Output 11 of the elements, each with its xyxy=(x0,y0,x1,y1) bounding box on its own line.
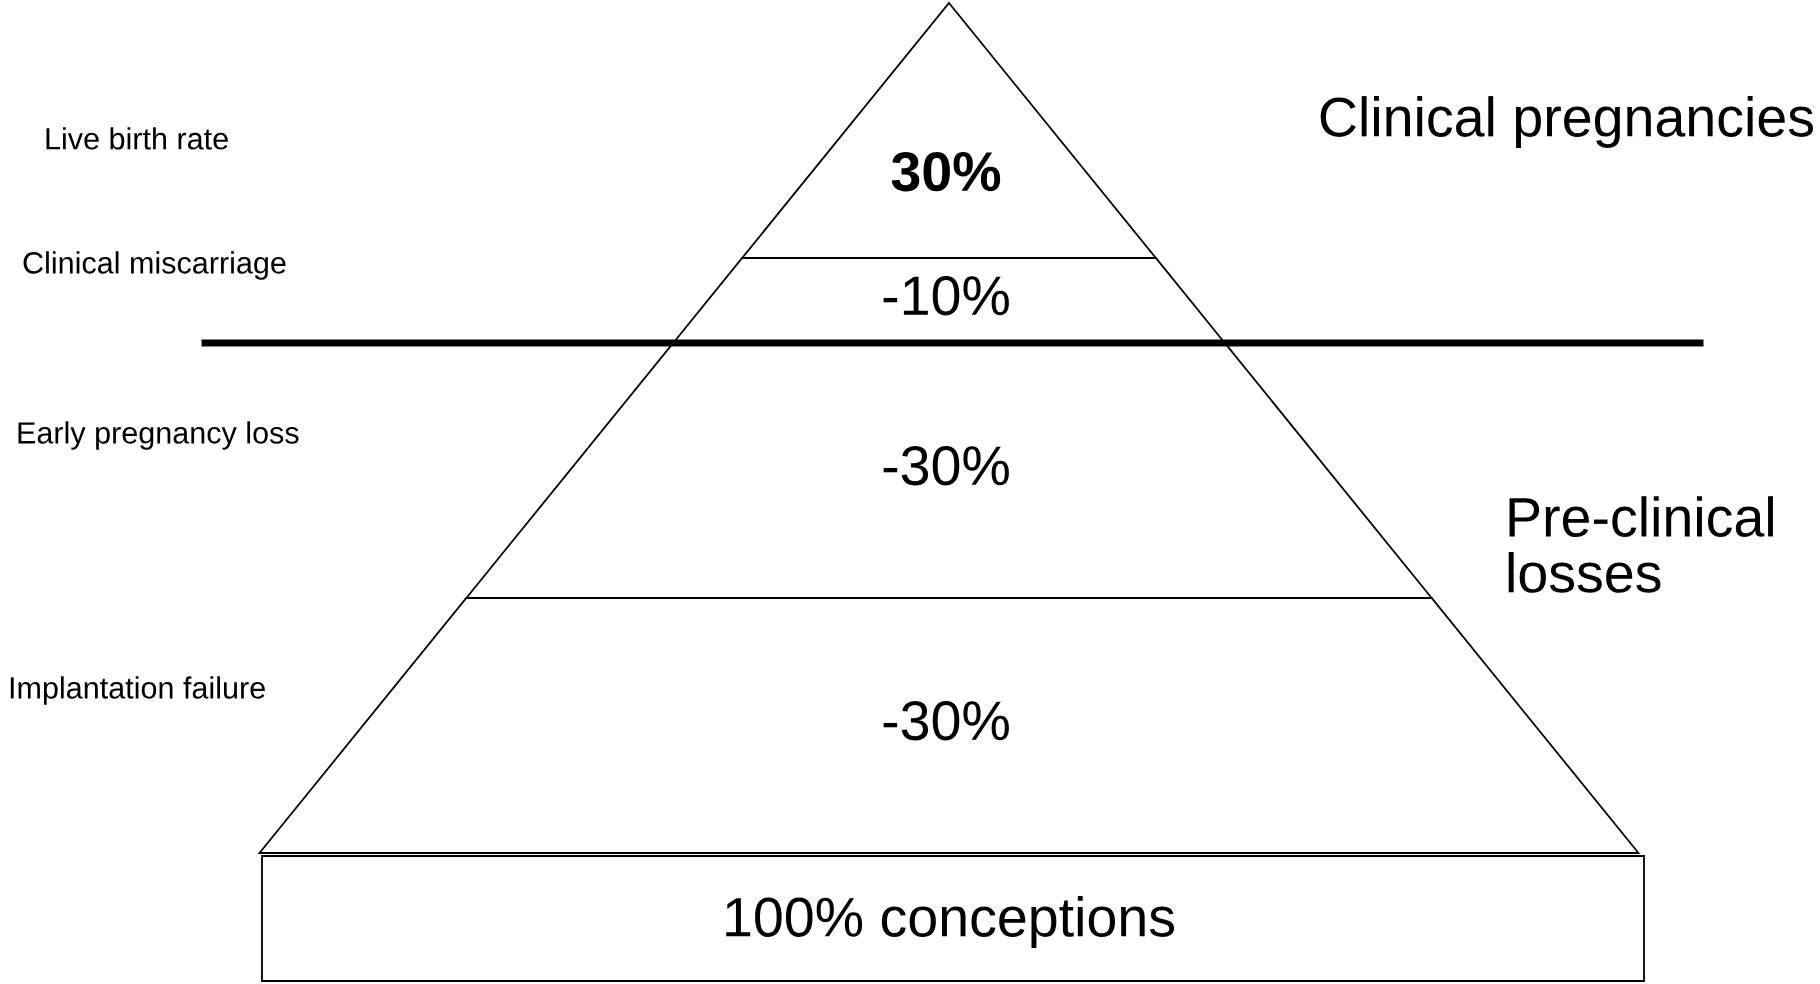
data-label: -30% xyxy=(883,446,1009,486)
category-label: Early pregnancy loss xyxy=(18,421,299,450)
text: 100% conceptions xyxy=(726,896,1175,948)
text: Pre-clinical losses xyxy=(1508,496,1773,593)
text: Clinical pregnancies xyxy=(1320,96,1814,148)
data-label: 30% xyxy=(891,151,1001,192)
data-label: -30% xyxy=(883,701,1009,741)
category-label: Clinical miscarriage xyxy=(23,251,286,280)
category-label: Implantation failure xyxy=(10,676,265,705)
category-label: Live birth rate xyxy=(46,127,228,150)
data-label: -10% xyxy=(883,276,1009,316)
